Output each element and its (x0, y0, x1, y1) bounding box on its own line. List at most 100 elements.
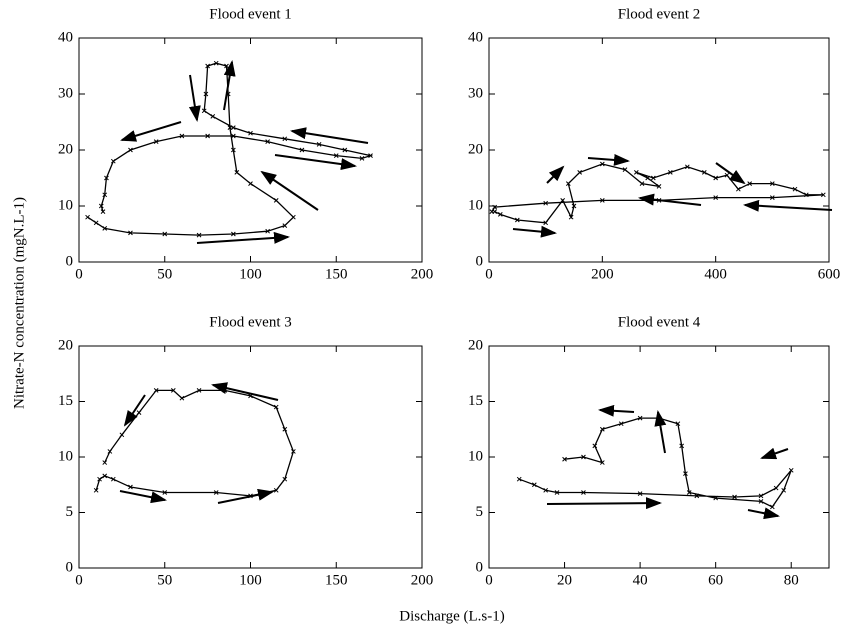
data-point (333, 153, 339, 158)
y-tick-label: 15 (58, 393, 73, 409)
x-tick-label: 40 (633, 572, 648, 588)
data-point (222, 388, 228, 393)
data-point (282, 426, 288, 432)
data-point (568, 214, 574, 220)
data-point (645, 175, 651, 181)
data-point (230, 125, 236, 130)
y-tick-label: 5 (476, 504, 484, 520)
x-tick-label: 200 (411, 572, 434, 588)
data-point (299, 147, 305, 153)
data-point (554, 490, 560, 495)
data-point (282, 476, 288, 482)
data-point (316, 142, 322, 147)
x-tick-label: 0 (75, 266, 83, 282)
x-tick-label: 80 (784, 572, 799, 588)
data-point (230, 147, 236, 153)
data-point (543, 200, 549, 206)
data-point (128, 484, 133, 490)
data-point (713, 195, 719, 200)
data-point (667, 170, 673, 175)
data-point (769, 504, 775, 510)
x-tick-label: 200 (411, 266, 434, 282)
data-point (732, 494, 737, 500)
plot-frame (488, 345, 830, 569)
data-point (273, 404, 279, 410)
y-tick-label: 20 (468, 141, 483, 157)
data-point (162, 231, 168, 237)
data-point (227, 125, 233, 130)
data-point (201, 108, 207, 114)
data-line (518, 417, 792, 508)
y-tick-label: 30 (468, 85, 483, 101)
x-tick-label: 0 (75, 572, 83, 588)
data-point (599, 161, 605, 167)
data-point (85, 214, 90, 220)
data-point (179, 395, 185, 401)
data-point (170, 388, 176, 393)
data-point (119, 432, 125, 438)
x-tick-label: 200 (591, 266, 614, 282)
x-tick-label: 100 (239, 266, 262, 282)
x-tick-label: 600 (818, 266, 841, 282)
data-point (599, 198, 605, 203)
data-point (98, 203, 104, 209)
data-point (565, 181, 571, 186)
data-point (656, 184, 662, 189)
data-point (225, 91, 231, 97)
data-point (102, 192, 108, 198)
data-point (205, 63, 210, 69)
data-point (543, 487, 549, 493)
data-point (213, 490, 219, 495)
data-point (713, 175, 719, 181)
data-point (773, 485, 779, 491)
data-point (531, 482, 537, 488)
data-point (136, 410, 142, 415)
data-point (758, 493, 764, 499)
data-point (543, 220, 549, 226)
data-point (265, 228, 271, 234)
y-tick-label: 20 (58, 337, 73, 353)
data-point (282, 223, 288, 228)
data-line (491, 163, 824, 224)
data-point (265, 139, 271, 144)
data-point (769, 195, 775, 200)
data-point (735, 186, 741, 192)
x-tick-label: 50 (157, 266, 172, 282)
x-tick-label: 100 (239, 572, 262, 588)
chart-title: Flood event 3 (209, 314, 292, 330)
data-point (213, 60, 219, 66)
data-point (694, 493, 700, 499)
data-point (153, 388, 159, 393)
data-point (203, 91, 209, 97)
x-tick-label: 0 (485, 266, 493, 282)
y-tick-label: 0 (66, 253, 74, 269)
data-point (788, 467, 794, 473)
data-point (248, 393, 253, 399)
data-point (205, 133, 210, 139)
data-point (102, 460, 108, 465)
y-tick-label: 30 (58, 85, 73, 101)
x-tick-label: 150 (325, 572, 348, 588)
data-point (102, 226, 108, 231)
data-point (110, 158, 116, 164)
data-point (560, 198, 566, 203)
data-point (675, 421, 681, 427)
data-point (489, 209, 495, 214)
data-point (210, 114, 216, 119)
data-point (639, 181, 645, 186)
y-tick-label: 0 (476, 253, 484, 269)
y-tick-label: 20 (58, 141, 73, 157)
data-point (577, 170, 583, 175)
data-point (656, 198, 662, 203)
data-point (713, 495, 719, 501)
data-point (248, 130, 253, 136)
data-point (273, 487, 279, 493)
data-point (100, 209, 106, 214)
chart-title: Flood event 2 (618, 6, 701, 22)
y-tick-label: 0 (476, 559, 484, 575)
data-point (633, 170, 639, 175)
data-point (230, 133, 236, 139)
y-tick-label: 0 (66, 559, 74, 575)
data-point (102, 473, 108, 479)
